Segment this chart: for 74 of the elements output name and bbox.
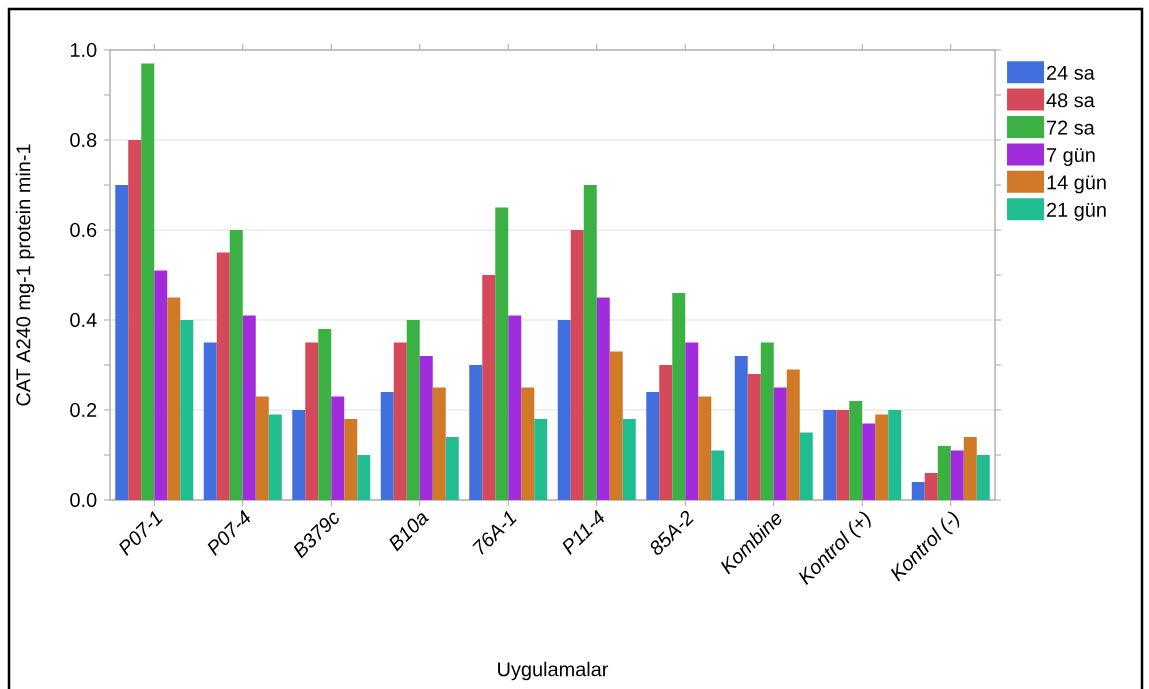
bar (331, 396, 345, 500)
bar (344, 418, 358, 500)
legend-label: 24 sa (1047, 65, 1095, 80)
bar (255, 396, 269, 500)
bar (141, 63, 155, 500)
y-tick-label: 0.6 (70, 222, 97, 238)
bar (698, 396, 712, 500)
bar (268, 414, 282, 500)
bar (609, 351, 623, 500)
bar (292, 409, 306, 500)
bar (318, 328, 332, 500)
bar (229, 229, 243, 500)
bar (747, 373, 761, 500)
bar (180, 319, 194, 500)
bar (622, 418, 636, 500)
bar (482, 274, 496, 500)
bar (357, 454, 371, 500)
bar (734, 355, 748, 500)
bar (963, 436, 977, 500)
bar (242, 315, 256, 500)
bar (469, 364, 483, 500)
bar (570, 229, 584, 500)
y-tick-label: 0.2 (70, 402, 97, 418)
bar (154, 270, 168, 500)
bar (911, 481, 925, 500)
bar (950, 450, 964, 500)
bar (305, 342, 319, 500)
bar (924, 472, 938, 500)
bar (115, 184, 129, 500)
bar (445, 436, 459, 500)
bar (875, 414, 889, 500)
bar (203, 342, 217, 500)
bar (216, 252, 230, 500)
bar (380, 391, 394, 500)
bar (495, 207, 509, 500)
bar (521, 387, 535, 500)
y-tick-label: 1.0 (70, 42, 97, 58)
bar (786, 369, 800, 500)
bar (672, 292, 686, 500)
bar (128, 139, 142, 500)
bar (760, 342, 774, 500)
bar (393, 342, 407, 500)
bar (799, 432, 813, 500)
bar (508, 315, 522, 500)
legend-label: 7 gün (1047, 148, 1095, 167)
bar (596, 297, 610, 500)
bar (659, 364, 673, 500)
bar (773, 387, 787, 500)
bar (646, 391, 660, 500)
y-tick-label: 0.0 (70, 492, 97, 508)
legend-label: 72 sa (1047, 120, 1095, 135)
bar (976, 454, 990, 500)
bar (849, 400, 863, 500)
bar (937, 445, 951, 500)
bar (419, 355, 433, 500)
legend-label: 48 sa (1046, 93, 1095, 108)
bar (432, 387, 446, 500)
bar (167, 297, 181, 500)
y-tick-label: 0.8 (70, 132, 97, 148)
bar (836, 409, 850, 500)
bar (823, 409, 837, 500)
x-axis-title: Uygulamalar (498, 661, 609, 681)
bar (888, 409, 902, 500)
bar (862, 423, 876, 500)
bar (685, 342, 699, 500)
bar (557, 319, 571, 500)
y-axis-title: CAT A240 mg-1 protein min-1 (15, 144, 35, 406)
bar (534, 418, 548, 500)
legend-label: 14 gün (1047, 175, 1106, 194)
legend-label: 21 gün (1047, 202, 1106, 221)
y-tick-label: 0.4 (70, 312, 97, 328)
bar (583, 184, 597, 500)
bar (711, 450, 725, 500)
bar (406, 319, 420, 500)
